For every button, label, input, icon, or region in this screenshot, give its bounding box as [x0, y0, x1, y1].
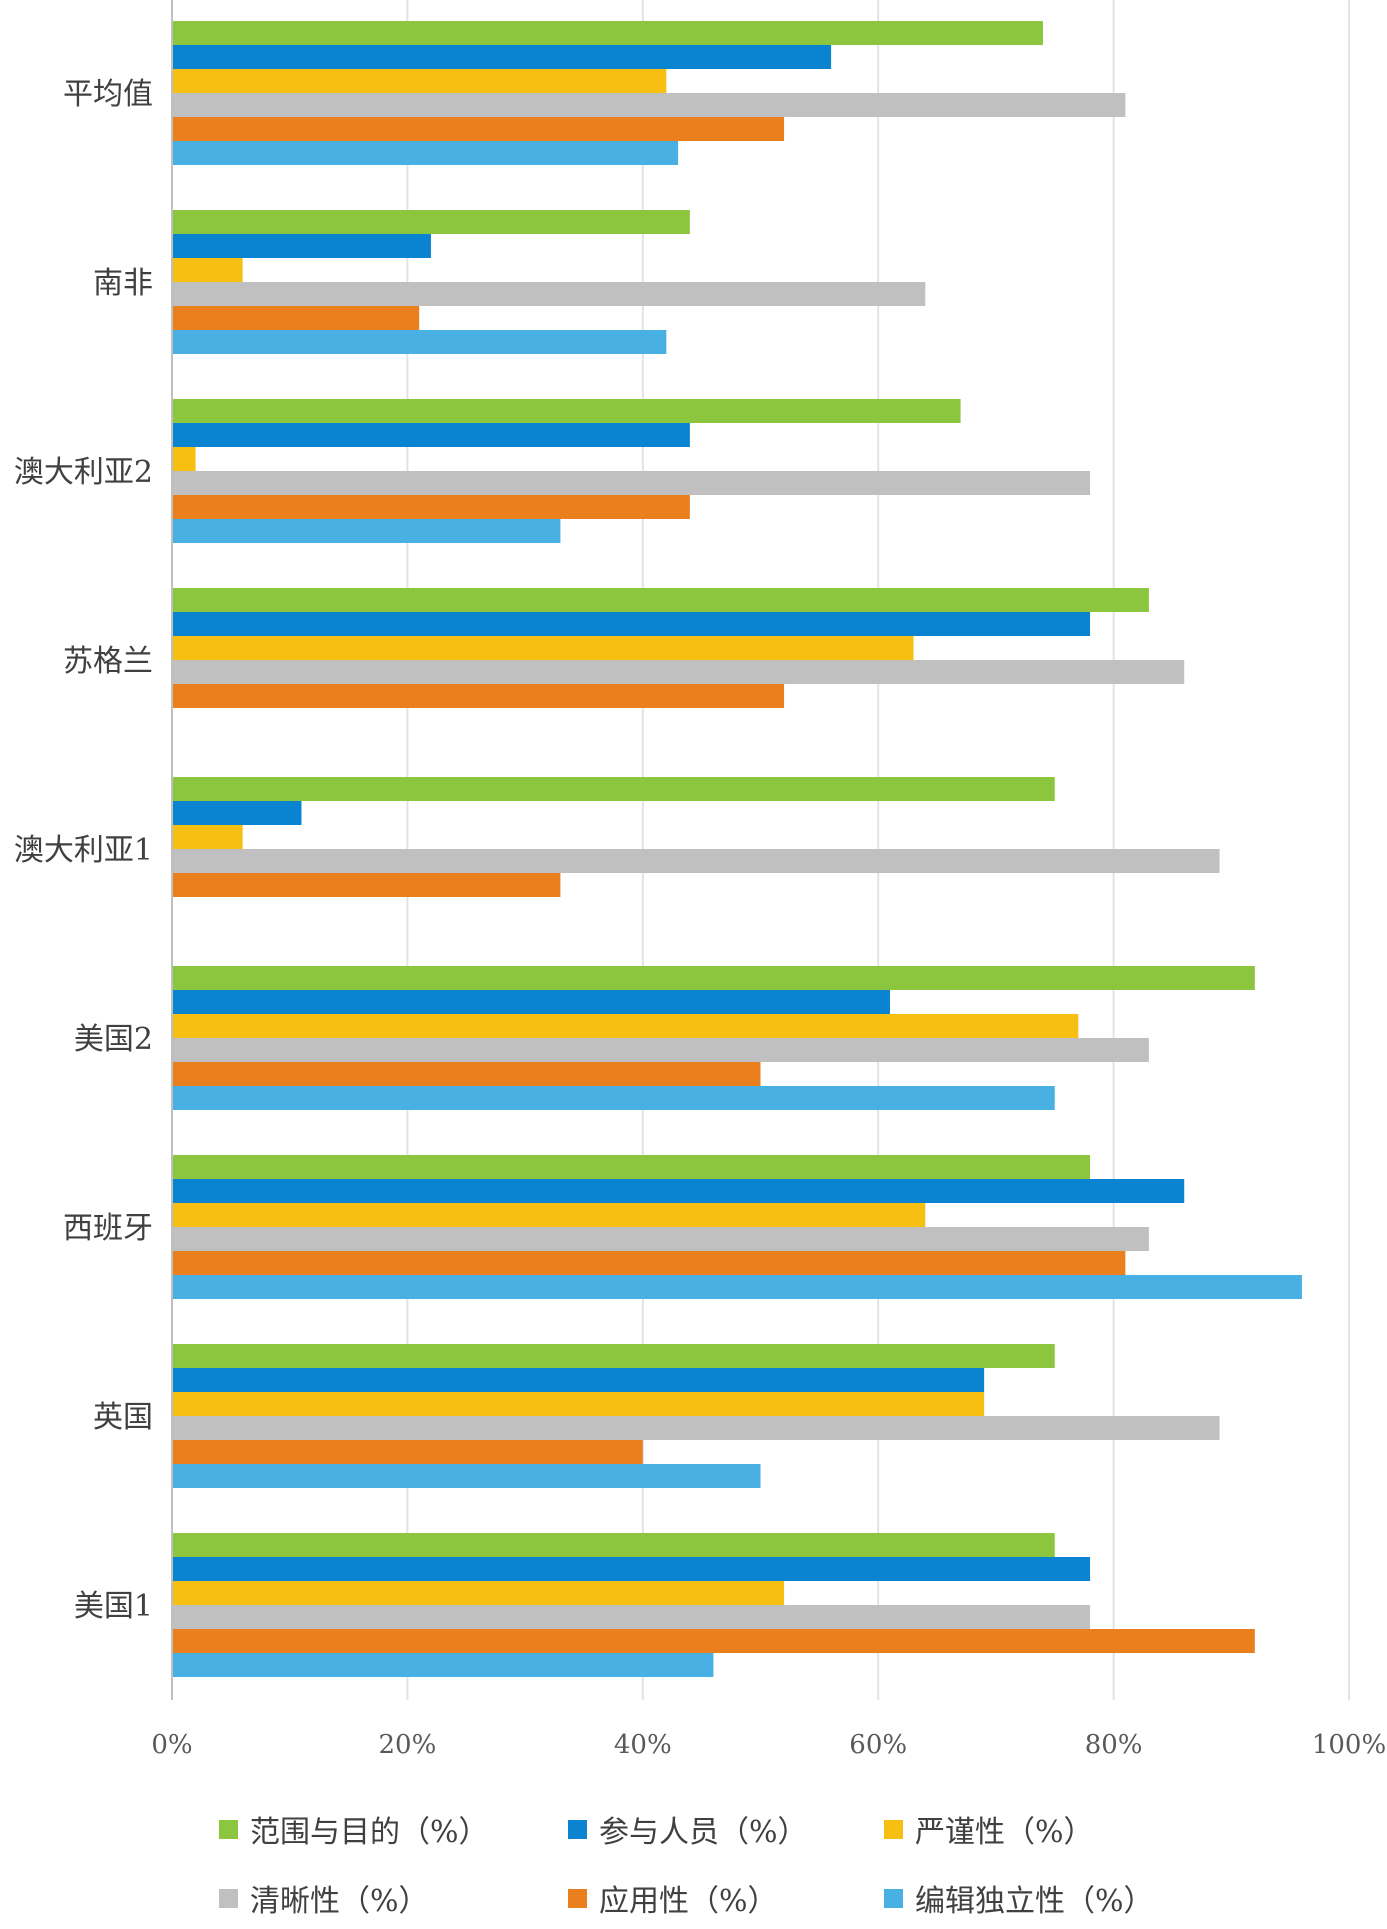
bar: [173, 612, 1091, 636]
x-tick-label: 20%: [379, 1730, 437, 1760]
bar: [173, 117, 785, 141]
bar: [173, 1368, 985, 1392]
bar: [173, 777, 1055, 801]
x-tick-label: 100%: [1312, 1730, 1386, 1760]
bar: [173, 282, 926, 306]
bar: [173, 1392, 985, 1416]
bar: [173, 636, 914, 660]
bar: [173, 684, 785, 708]
x-tick-labels: 0% 20% 40% 60% 80% 100%: [151, 1730, 1386, 1760]
bar: [173, 495, 690, 519]
category-label: 西班牙: [63, 1211, 153, 1246]
bar: [173, 69, 667, 93]
bar: [173, 1344, 1055, 1368]
category-label: 平均值: [63, 77, 153, 112]
bar: [173, 258, 243, 282]
bar: [173, 447, 196, 471]
legend-label: 应用性（%）: [599, 1884, 778, 1919]
bar: [173, 1155, 1091, 1179]
legend-swatch: [884, 1820, 903, 1839]
legend-swatch: [884, 1889, 903, 1908]
x-tick-label: 60%: [849, 1730, 907, 1760]
bar: [173, 330, 667, 354]
x-tick-label: 80%: [1085, 1730, 1143, 1760]
legend-label: 参与人员（%）: [599, 1815, 808, 1850]
legend-swatch: [219, 1820, 238, 1839]
bar: [173, 990, 890, 1014]
category-label: 美国2: [74, 1022, 153, 1057]
bar: [173, 1086, 1055, 1110]
bar: [173, 1605, 1091, 1629]
legend-label: 编辑独立性（%）: [915, 1884, 1154, 1919]
bar: [173, 1275, 1302, 1299]
x-tick-label: 40%: [614, 1730, 672, 1760]
bar: [173, 1533, 1055, 1557]
bar: [173, 519, 561, 543]
bar: [173, 801, 302, 825]
bar: [173, 210, 690, 234]
bar: [173, 1440, 643, 1464]
legend: 范围与目的（%） 参与人员（%） 严谨性（%） 清晰性（%） 应用性（%） 编辑独立性（%…: [219, 1815, 1154, 1919]
legend-swatch: [568, 1820, 587, 1839]
category-label: 英国: [93, 1400, 153, 1435]
bar: [173, 1464, 761, 1488]
bar: [173, 1038, 1149, 1062]
bar: [173, 423, 690, 447]
bar: [173, 21, 1043, 45]
legend-swatch: [219, 1889, 238, 1908]
bar: [173, 1251, 1126, 1275]
bar: [173, 1653, 714, 1677]
bar: [173, 825, 243, 849]
bar: [173, 399, 961, 423]
category-label: 美国1: [74, 1589, 153, 1624]
bar: [173, 141, 679, 165]
bar: [173, 966, 1255, 990]
bar: [173, 849, 1220, 873]
bar: [173, 1062, 761, 1086]
x-tick-label: 0%: [151, 1730, 192, 1760]
bar: [173, 1581, 785, 1605]
bars: [173, 21, 1302, 1677]
bar: [173, 234, 431, 258]
category-label: 南非: [93, 266, 153, 301]
bar: [173, 588, 1149, 612]
bar: [173, 660, 1185, 684]
legend-label: 范围与目的（%）: [250, 1815, 489, 1850]
category-label: 苏格兰: [63, 644, 153, 679]
bar: [173, 471, 1091, 495]
bar: [173, 1416, 1220, 1440]
bar: [173, 1014, 1079, 1038]
bar: [173, 1557, 1091, 1581]
bar: [173, 1179, 1185, 1203]
category-label: 澳大利亚2: [14, 455, 153, 490]
bar: [173, 1227, 1149, 1251]
bar: [173, 1203, 926, 1227]
legend-swatch: [568, 1889, 587, 1908]
bar: [173, 873, 561, 897]
category-label: 澳大利亚1: [14, 833, 153, 868]
legend-label: 清晰性（%）: [250, 1884, 429, 1919]
bar: [173, 45, 832, 69]
legend-label: 严谨性（%）: [915, 1815, 1094, 1850]
bar: [173, 1629, 1255, 1653]
bar: [173, 306, 420, 330]
bar: [173, 93, 1126, 117]
